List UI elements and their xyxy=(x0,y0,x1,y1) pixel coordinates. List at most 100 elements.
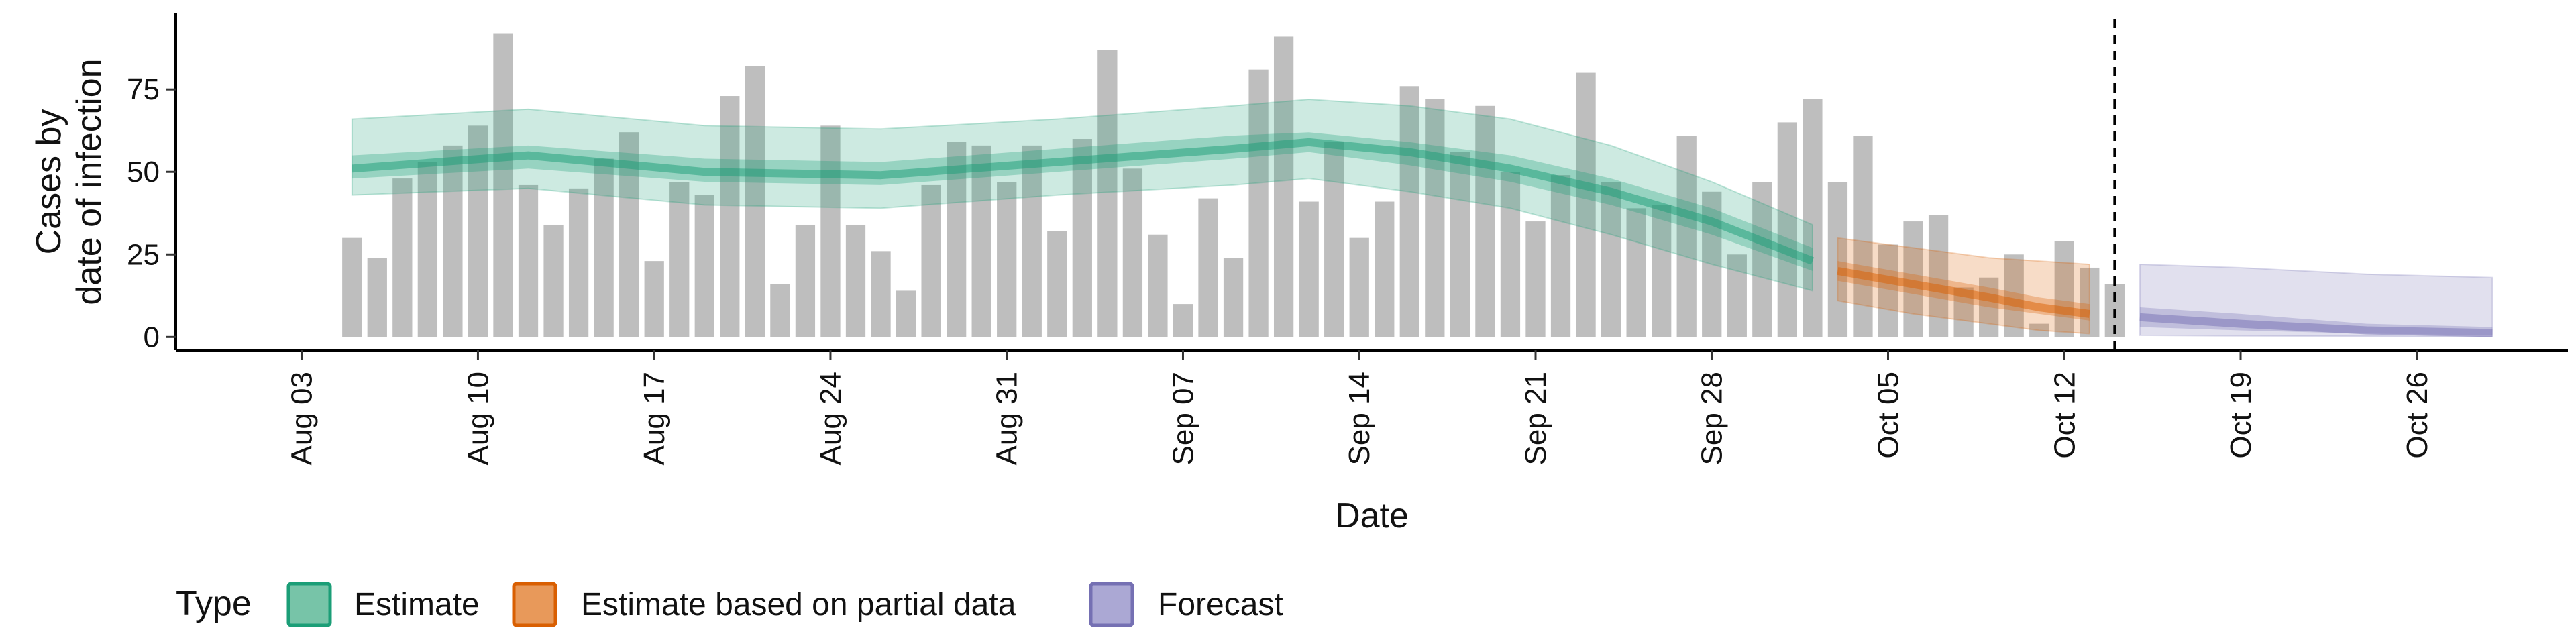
bar xyxy=(997,182,1017,337)
bar xyxy=(669,182,690,337)
x-tick-label: Aug 24 xyxy=(814,372,847,465)
bar xyxy=(1148,234,1168,337)
legend-label: Forecast xyxy=(1158,587,1283,623)
bar xyxy=(1248,69,1269,337)
bar xyxy=(1878,244,1898,337)
bar xyxy=(543,224,564,337)
bar xyxy=(1550,175,1571,337)
bar xyxy=(947,142,967,337)
bar xyxy=(1803,99,1823,337)
x-tick-label: Aug 10 xyxy=(462,372,494,465)
bar xyxy=(1475,105,1495,337)
bar xyxy=(1097,50,1118,337)
x-tick-label: Sep 14 xyxy=(1343,372,1376,465)
bar xyxy=(518,184,539,337)
bar xyxy=(1827,182,1848,337)
bar xyxy=(1399,86,1419,337)
bar xyxy=(694,195,714,337)
bar xyxy=(1853,136,1873,337)
bar xyxy=(1777,122,1797,337)
bar xyxy=(493,33,513,337)
bar xyxy=(2029,323,2049,337)
bar xyxy=(1500,172,1521,337)
x-tick-label: Aug 03 xyxy=(286,372,319,465)
bar xyxy=(417,162,438,337)
estimate-median-line xyxy=(352,138,1815,265)
legend-label: Estimate xyxy=(354,587,480,623)
bar xyxy=(1022,145,1042,337)
x-tick-label: Sep 28 xyxy=(1696,372,1729,465)
x-tick-label: Oct 12 xyxy=(2048,372,2081,459)
x-tick-label: Sep 21 xyxy=(1519,372,1552,465)
x-tick-label: Oct 05 xyxy=(1872,372,1905,459)
bar xyxy=(1299,201,1319,337)
bar xyxy=(1928,215,1949,337)
bar xyxy=(1349,237,1369,337)
bar xyxy=(1223,258,1244,337)
bar xyxy=(1198,198,1218,337)
bar xyxy=(845,224,866,337)
bar xyxy=(745,66,765,337)
bar xyxy=(342,237,362,337)
bar xyxy=(2054,241,2074,337)
bar xyxy=(896,290,916,337)
bar xyxy=(2080,267,2100,337)
bar xyxy=(921,184,941,337)
bar xyxy=(1727,254,1747,337)
bar xyxy=(1072,139,1092,337)
legend: Type Estimate Estimate based on partial da… xyxy=(176,582,1283,627)
x-tick-label: Aug 31 xyxy=(991,372,1024,465)
bar xyxy=(392,178,413,337)
y-axis-title-line: date of infection xyxy=(70,58,109,305)
bar xyxy=(871,251,891,337)
x-tick-label: Aug 17 xyxy=(638,372,671,465)
y-axis-title-line: Cases by xyxy=(30,109,68,255)
bar xyxy=(1626,208,1646,337)
estimate-based-on-partial-data-outer-band xyxy=(1837,237,2090,335)
bar xyxy=(594,158,614,337)
legend-key xyxy=(286,582,332,627)
bar xyxy=(367,258,387,337)
bar xyxy=(1122,168,1143,337)
bar xyxy=(795,224,816,337)
bar xyxy=(1752,182,1772,337)
bar xyxy=(1450,152,1470,337)
bar xyxy=(1576,72,1596,337)
y-tick-label: 75 xyxy=(127,73,160,106)
bar xyxy=(1375,201,1395,337)
bar xyxy=(1047,231,1067,337)
bar xyxy=(2004,254,2024,337)
bar xyxy=(1676,136,1697,337)
bar xyxy=(1652,205,1672,337)
legend-label: Estimate based on partial data xyxy=(581,587,1016,623)
bar xyxy=(720,96,740,337)
forecast-outer-band xyxy=(2139,263,2493,337)
bar xyxy=(1324,142,1344,337)
axes-layer: 0 25 50 75 Aug 03 Aug 10 Aug 17 Aug 24 Aug 31 Sep… xyxy=(30,13,2568,535)
bands-layer xyxy=(351,98,2493,337)
bar xyxy=(1979,277,1999,337)
estimate-based-on-partial-data-median-line xyxy=(1837,266,2090,318)
bar xyxy=(1601,182,1621,337)
x-tick-label: Sep 07 xyxy=(1167,372,1199,465)
bar xyxy=(971,145,991,337)
y-tick-label: 50 xyxy=(127,156,160,189)
estimate-outer-band xyxy=(351,98,1813,292)
legend-title: Type xyxy=(176,584,252,623)
y-tick-label: 25 xyxy=(127,238,160,271)
x-axis-title: Date xyxy=(1335,496,1409,535)
y-axis-title-line: date of infection xyxy=(70,58,109,305)
bar xyxy=(1273,36,1294,337)
y-axis-title-line: Cases by xyxy=(30,109,68,255)
bar xyxy=(644,261,664,337)
bar xyxy=(770,284,790,337)
bar xyxy=(1425,99,1445,337)
bars-layer xyxy=(342,33,2125,337)
bar xyxy=(443,145,463,337)
y-tick-label: 0 xyxy=(144,321,160,354)
bar xyxy=(1173,304,1193,337)
bar xyxy=(1525,221,1546,337)
forecast-median-line xyxy=(2139,313,2493,337)
bar xyxy=(568,188,589,337)
